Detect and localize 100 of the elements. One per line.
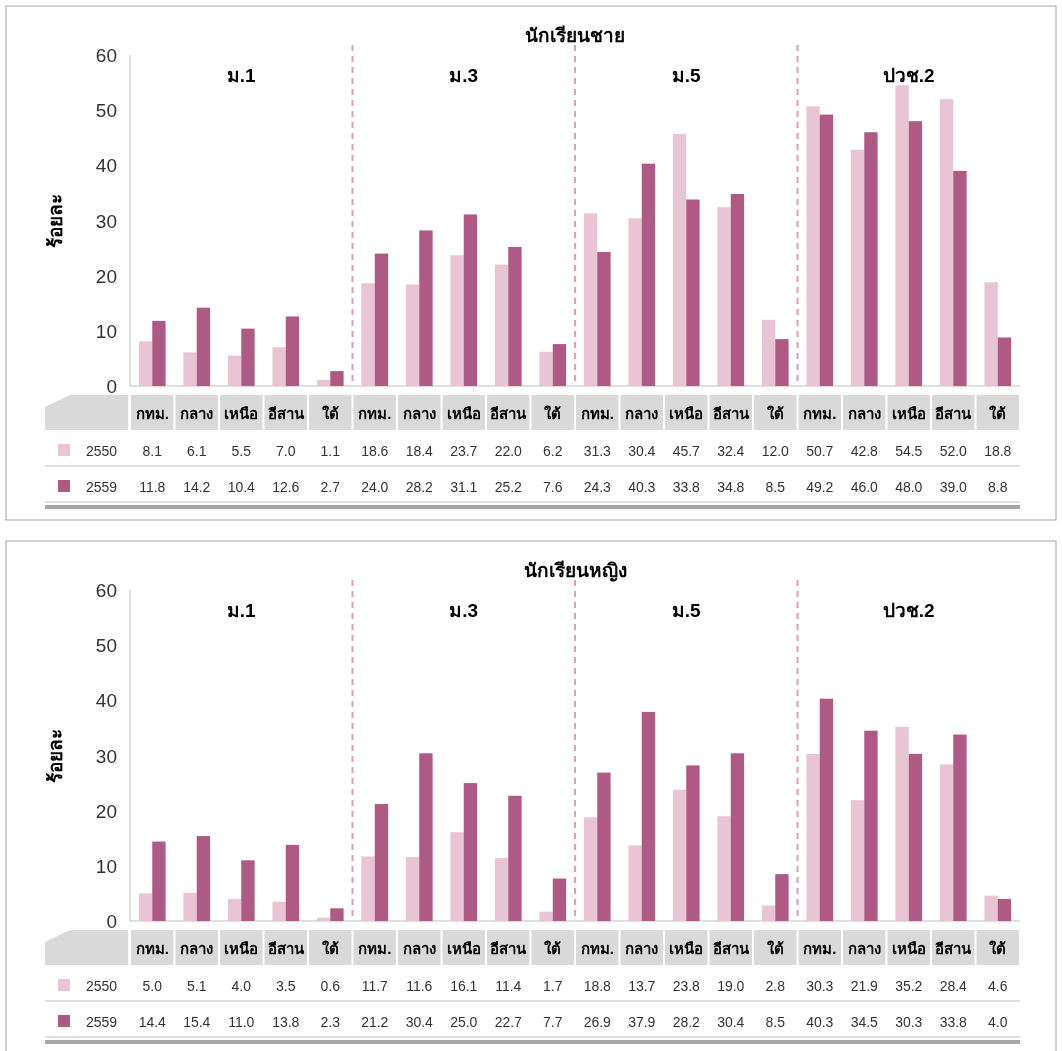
data-label: 1.7 xyxy=(543,978,563,994)
data-label: 24.0 xyxy=(361,479,389,495)
x-tick-label: ใต้ xyxy=(766,405,784,422)
data-label: 34.8 xyxy=(717,479,745,495)
bar xyxy=(672,789,687,921)
data-label: 37.9 xyxy=(628,1014,656,1030)
x-tick-label: อีสาน xyxy=(267,940,305,957)
bar xyxy=(285,844,300,921)
data-label: 0.6 xyxy=(320,978,341,994)
bar xyxy=(908,121,923,386)
bar xyxy=(552,344,567,386)
annotation: ปวช.2 xyxy=(882,65,935,86)
x-tick-label: อีสาน xyxy=(267,405,305,422)
y-axis-title: ร้อยละ xyxy=(45,728,66,783)
data-label: 30.3 xyxy=(806,978,834,994)
bar xyxy=(939,764,954,921)
x-tick-label: กลาง xyxy=(180,405,214,422)
x-tick-label: กลาง xyxy=(847,405,881,422)
x-tick-label: เหนือ xyxy=(669,940,704,957)
bar xyxy=(138,341,153,386)
bar xyxy=(285,316,300,386)
x-tick-label: กทม. xyxy=(135,405,169,422)
data-label: 30.4 xyxy=(405,1014,434,1030)
data-label: 22.7 xyxy=(494,1014,523,1030)
x-tick-label: กลาง xyxy=(402,405,436,422)
y-tick-label: 50 xyxy=(95,100,117,122)
data-label: 23.7 xyxy=(450,443,478,459)
bar xyxy=(717,207,731,386)
data-label: 23.8 xyxy=(672,978,701,994)
bar xyxy=(183,352,197,386)
bar xyxy=(761,905,776,921)
data-label: 18.4 xyxy=(405,443,434,459)
x-tick-label: อีสาน xyxy=(490,405,528,422)
legend-label: 2550 xyxy=(86,443,118,459)
bar xyxy=(241,328,255,386)
x-tick-label: อีสาน xyxy=(935,405,973,422)
data-label: 11.6 xyxy=(406,978,433,994)
y-tick-label: 0 xyxy=(106,376,117,397)
x-tick-label: กทม. xyxy=(135,940,169,957)
bar xyxy=(361,283,375,386)
annotation: ม.1 xyxy=(226,65,257,86)
bar xyxy=(152,841,166,921)
bar xyxy=(330,371,344,386)
data-label: 48.0 xyxy=(895,479,923,495)
x-tick-label: กลาง xyxy=(847,940,881,957)
bar xyxy=(997,898,1012,921)
bar xyxy=(463,783,478,921)
bar xyxy=(895,726,909,921)
data-label: 18.8 xyxy=(984,443,1012,459)
data-label: 7.7 xyxy=(543,1014,563,1030)
bar xyxy=(628,218,642,386)
x-tick-label: อีสาน xyxy=(490,940,528,957)
x-tick-label: เหนือ xyxy=(224,940,259,957)
data-label: 25.0 xyxy=(450,1014,478,1030)
bar xyxy=(819,698,834,921)
data-label: 42.8 xyxy=(850,443,879,459)
data-label: 35.2 xyxy=(895,978,923,994)
bar xyxy=(895,85,909,386)
annotation: ม.3 xyxy=(449,600,479,621)
x-tick-label: กทม. xyxy=(580,940,614,957)
data-label: 31.1 xyxy=(450,479,478,495)
annotation: ปวช.2 xyxy=(882,600,935,621)
data-label: 28.4 xyxy=(939,978,968,994)
bar xyxy=(641,711,656,921)
bar xyxy=(686,765,700,921)
bar xyxy=(227,898,242,921)
bar xyxy=(730,194,745,386)
x-tick-label: กทม. xyxy=(358,940,392,957)
data-label: 8.1 xyxy=(142,443,163,459)
x-tick-label: ใต้ xyxy=(766,940,784,957)
bar xyxy=(717,816,731,921)
bar xyxy=(761,319,776,386)
data-label: 30.4 xyxy=(628,443,656,459)
data-label: 12.6 xyxy=(272,479,300,495)
data-label: 8.5 xyxy=(765,1014,786,1030)
x-tick-label: อีสาน xyxy=(712,405,750,422)
x-tick-label: เหนือ xyxy=(446,940,481,957)
data-label: 4.0 xyxy=(231,978,252,994)
x-tick-label: เหนือ xyxy=(224,405,259,422)
data-label: 11.7 xyxy=(361,978,389,994)
data-label: 4.0 xyxy=(988,1014,1008,1030)
bar xyxy=(939,99,954,386)
data-label: 19.0 xyxy=(717,978,745,994)
data-label: 33.8 xyxy=(672,479,701,495)
legend-label: 2550 xyxy=(86,978,118,994)
data-label: 1.1 xyxy=(320,443,341,459)
annotation: ม.3 xyxy=(449,65,479,86)
y-tick-label: 30 xyxy=(95,210,117,232)
data-label: 18.6 xyxy=(361,443,389,459)
bar xyxy=(806,106,820,386)
data-label: 50.7 xyxy=(806,443,834,459)
legend-label: 2559 xyxy=(86,1014,118,1030)
data-label: 22.0 xyxy=(494,443,523,459)
data-label: 13.7 xyxy=(628,978,656,994)
bar xyxy=(850,149,865,386)
bar xyxy=(419,753,433,921)
y-tick-label: 20 xyxy=(95,265,117,287)
data-label: 21.9 xyxy=(850,978,879,994)
data-label: 11.0 xyxy=(228,1014,255,1030)
bar xyxy=(775,339,789,386)
